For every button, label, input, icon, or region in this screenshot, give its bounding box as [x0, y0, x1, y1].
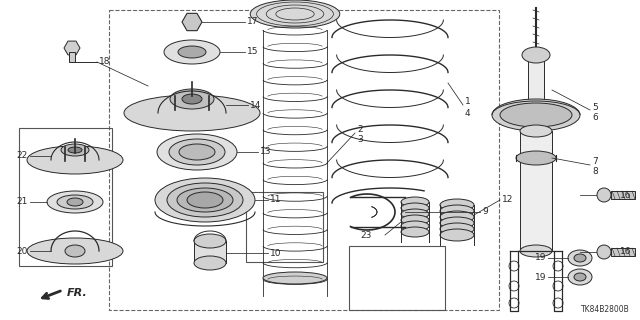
- Ellipse shape: [178, 46, 206, 58]
- Text: 22: 22: [17, 151, 28, 161]
- Ellipse shape: [65, 245, 85, 257]
- Bar: [611, 191, 635, 199]
- Ellipse shape: [27, 238, 123, 264]
- Text: 8: 8: [592, 167, 598, 177]
- Ellipse shape: [440, 211, 474, 223]
- Text: 5: 5: [592, 102, 598, 111]
- Bar: [19, 128, 112, 266]
- Text: 21: 21: [17, 197, 28, 206]
- Text: 7: 7: [592, 157, 598, 166]
- Text: 9: 9: [482, 207, 488, 217]
- Ellipse shape: [509, 298, 519, 308]
- Ellipse shape: [509, 261, 519, 271]
- Bar: [109, 10, 499, 310]
- Ellipse shape: [500, 103, 572, 127]
- Ellipse shape: [440, 223, 474, 235]
- Ellipse shape: [155, 178, 255, 222]
- Ellipse shape: [401, 227, 429, 237]
- Ellipse shape: [194, 234, 226, 248]
- Text: 6: 6: [592, 113, 598, 122]
- Ellipse shape: [68, 147, 82, 153]
- Ellipse shape: [164, 40, 220, 64]
- Ellipse shape: [440, 217, 474, 229]
- Ellipse shape: [401, 197, 429, 207]
- Ellipse shape: [250, 0, 340, 28]
- Ellipse shape: [568, 250, 592, 266]
- Text: FR.: FR.: [67, 288, 88, 298]
- Ellipse shape: [509, 281, 519, 291]
- Ellipse shape: [67, 198, 83, 206]
- Ellipse shape: [597, 188, 611, 202]
- Ellipse shape: [568, 269, 592, 285]
- Bar: [611, 248, 635, 256]
- Ellipse shape: [522, 47, 550, 63]
- Ellipse shape: [57, 195, 93, 209]
- Ellipse shape: [170, 89, 214, 109]
- Ellipse shape: [401, 209, 429, 219]
- Bar: [528, 55, 544, 115]
- Ellipse shape: [492, 99, 580, 131]
- Ellipse shape: [440, 229, 474, 241]
- Ellipse shape: [194, 256, 226, 270]
- Text: 2: 2: [357, 125, 363, 134]
- Text: 17: 17: [247, 18, 259, 27]
- Ellipse shape: [169, 139, 225, 165]
- Ellipse shape: [553, 261, 563, 271]
- Text: 16: 16: [620, 190, 632, 199]
- Ellipse shape: [263, 272, 327, 284]
- Ellipse shape: [157, 134, 237, 170]
- Bar: [349, 246, 445, 310]
- Ellipse shape: [516, 151, 556, 165]
- Text: 1: 1: [465, 98, 471, 107]
- Ellipse shape: [401, 221, 429, 231]
- Text: 15: 15: [247, 47, 259, 57]
- Ellipse shape: [182, 94, 202, 104]
- Text: 3: 3: [357, 135, 363, 145]
- Ellipse shape: [179, 144, 215, 160]
- Ellipse shape: [520, 125, 552, 137]
- Ellipse shape: [520, 245, 552, 257]
- Text: 10: 10: [270, 249, 282, 258]
- Ellipse shape: [574, 254, 586, 262]
- Text: TK84B2800B: TK84B2800B: [581, 305, 630, 314]
- Bar: [520, 131, 552, 251]
- Text: 18: 18: [99, 58, 111, 67]
- Text: 20: 20: [17, 246, 28, 255]
- Bar: [246, 192, 323, 262]
- Text: 19: 19: [534, 253, 546, 262]
- Ellipse shape: [167, 183, 243, 217]
- Ellipse shape: [187, 192, 223, 208]
- Ellipse shape: [61, 144, 89, 156]
- Bar: [69, 52, 75, 62]
- Ellipse shape: [597, 245, 611, 259]
- Text: 23: 23: [360, 230, 372, 239]
- Ellipse shape: [27, 146, 123, 174]
- Text: 11: 11: [270, 196, 282, 204]
- Ellipse shape: [440, 205, 474, 217]
- Ellipse shape: [401, 203, 429, 213]
- Text: 14: 14: [250, 100, 261, 109]
- Ellipse shape: [401, 215, 429, 225]
- Ellipse shape: [553, 281, 563, 291]
- Text: 19: 19: [534, 273, 546, 282]
- Ellipse shape: [553, 298, 563, 308]
- Bar: [194, 241, 226, 263]
- Text: 12: 12: [502, 196, 513, 204]
- Text: 16: 16: [620, 247, 632, 257]
- Ellipse shape: [574, 273, 586, 281]
- Ellipse shape: [124, 95, 260, 131]
- Ellipse shape: [177, 188, 233, 212]
- Text: 4: 4: [465, 108, 470, 117]
- Ellipse shape: [440, 199, 474, 211]
- Ellipse shape: [47, 191, 103, 213]
- Text: 13: 13: [260, 148, 271, 156]
